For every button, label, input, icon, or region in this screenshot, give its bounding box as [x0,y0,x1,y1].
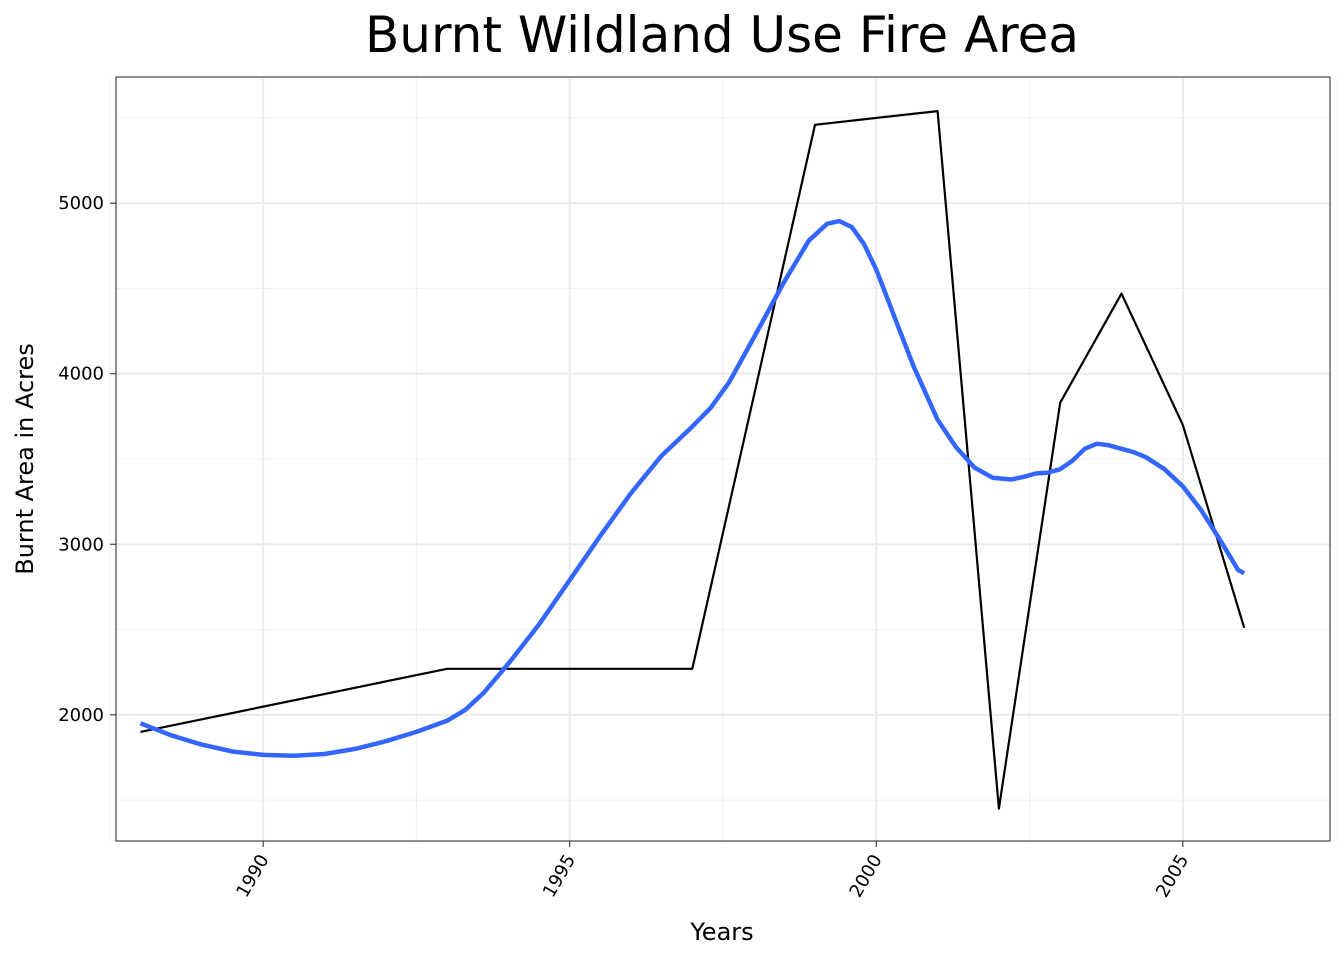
grid-major [116,77,1330,841]
plot-border [115,76,1331,842]
y-tick-label: 4000 [58,364,104,385]
y-tick-label: 5000 [58,193,104,214]
smoothed-series-line [139,218,1246,758]
y-tick-label: 2000 [58,705,104,726]
chart-title: Burnt Wildland Use Fire Area [365,6,1079,64]
grid-minor [109,77,1337,841]
y-axis-title: Burnt Area in Acres [11,343,39,575]
y-tick-label: 3000 [58,534,104,555]
x-axis-title: Years [689,918,753,946]
y-axis: 2000 3000 4000 5000 [58,193,116,726]
series-layer [139,109,1246,810]
